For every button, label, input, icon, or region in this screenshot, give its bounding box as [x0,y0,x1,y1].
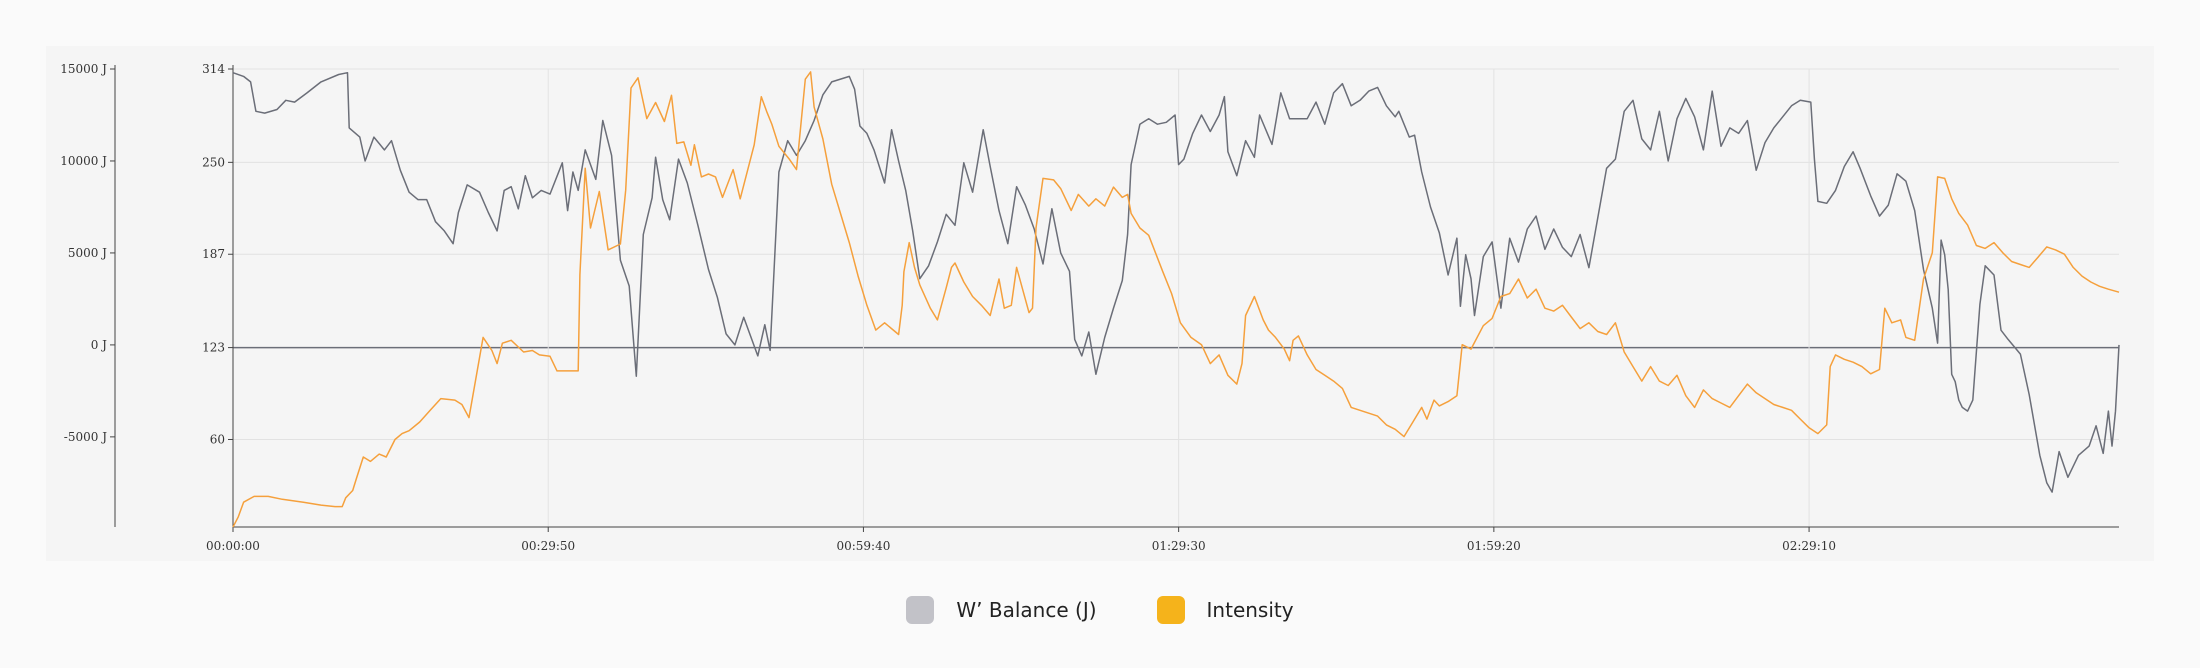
x-tick-label: 00:29:50 [521,539,575,553]
left-tick-label: 10000 J [60,154,107,168]
legend-swatch-intensity [1156,596,1185,624]
x-tick-label: 01:29:30 [1152,539,1206,553]
legend-label-wbalance: W’ Balance (J) [956,598,1097,622]
chart-panel: 15000 J 10000 J 5000 J 0 J -5000 J 314 250 187 1… [46,46,2154,561]
series-line-wbalance [232,71,2120,493]
intensity-tick-label: 60 [210,432,225,446]
intensity-tick-label: 123 [202,341,225,355]
x-tick-label: 00:00:00 [206,539,260,553]
left-tick-label: -5000 J [64,430,107,444]
x-tick-label: 02:29:10 [1782,539,1836,553]
legend-label-intensity: Intensity [1206,598,1294,622]
intensity-tick-label: 187 [202,247,225,261]
labels-layer: 15000 J 10000 J 5000 J 0 J -5000 J 314 250 187 1… [60,62,1836,553]
series-line-intensity [232,71,2120,528]
chart-plot: 15000 J 10000 J 5000 J 0 J -5000 J 314 250 187 1… [60,62,2120,553]
intensity-tick-label: 314 [202,62,225,76]
axes-layer [110,65,2119,532]
series-layer [232,71,2120,528]
left-tick-label: 15000 J [60,62,107,76]
left-tick-label: 0 J [91,338,107,352]
legend-item-wbalance[interactable]: W’ Balance (J) [906,596,1097,624]
intensity-tick-label: 250 [202,155,225,169]
legend: W’ Balance (J) Intensity [0,590,2200,630]
x-tick-label: 00:59:40 [836,539,890,553]
legend-swatch-wbalance [906,596,935,624]
legend-item-intensity[interactable]: Intensity [1156,596,1294,624]
x-tick-label: 01:59:20 [1467,539,1521,553]
left-tick-label: 5000 J [68,246,107,260]
